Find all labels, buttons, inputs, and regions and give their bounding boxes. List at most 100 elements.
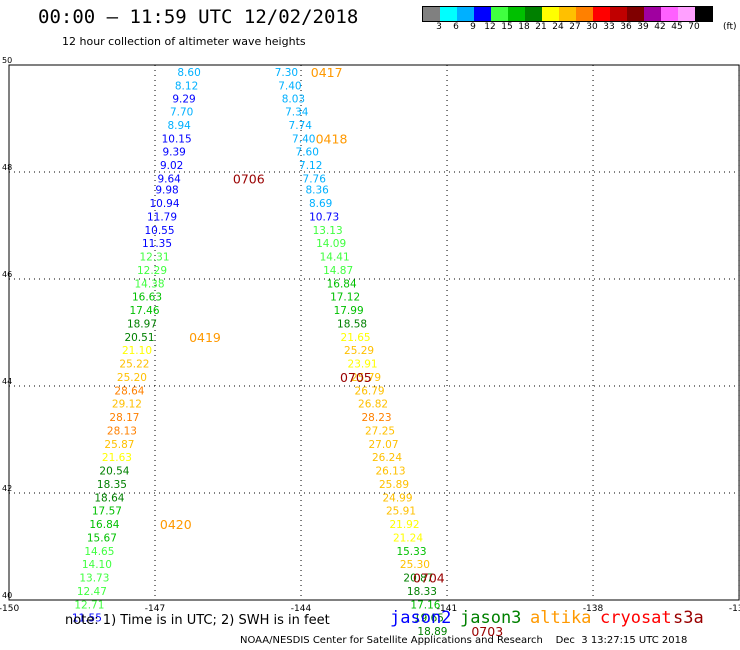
wave-height-label: 15.67 <box>87 532 117 544</box>
color-scale-tick-label: 21 <box>535 22 547 32</box>
wave-height-label: 17.16 <box>410 599 440 611</box>
color-scale-swatch <box>542 7 559 21</box>
color-scale-swatch <box>423 7 440 21</box>
color-scale-tick-label: 39 <box>637 22 649 32</box>
wave-height-label: 8.03 <box>282 94 305 106</box>
wave-height-label: 17.99 <box>334 305 364 317</box>
color-scale-tick-label: 18 <box>518 22 530 32</box>
wave-height-label: 23.91 <box>348 359 378 371</box>
wave-height-label: 18.89 <box>417 626 447 638</box>
wave-height-label: 21.24 <box>393 532 423 544</box>
wave-height-label: 18.33 <box>407 586 437 598</box>
latitude-tick-label: 46 <box>2 270 12 279</box>
longitude-tick-label: -147 <box>145 604 165 614</box>
wave-height-label: 9.39 <box>162 147 185 159</box>
wave-height-label: 11.35 <box>142 238 172 250</box>
wave-height-label: 14.87 <box>323 265 353 277</box>
color-scale-swatch <box>610 7 627 21</box>
pass-time-label: 0706 <box>233 171 265 186</box>
wave-height-label: 29.12 <box>112 399 142 411</box>
wave-height-label: 7.30 <box>275 67 298 79</box>
color-scale-swatch <box>576 7 593 21</box>
wave-height-label: 20.87 <box>403 573 433 585</box>
wave-height-label: 25.91 <box>386 506 416 518</box>
color-scale-tick-label: 36 <box>620 22 632 32</box>
color-scale-bar <box>422 6 713 22</box>
wave-height-label: 16.84 <box>327 278 357 290</box>
color-scale-tick-label: 27 <box>569 22 581 32</box>
wave-height-label: 11.79 <box>147 211 177 223</box>
color-scale-swatch <box>508 7 525 21</box>
color-scale-swatch <box>695 7 712 21</box>
color-scale-tick-label: 24 <box>552 22 564 32</box>
wave-height-label: 26.13 <box>375 466 405 478</box>
latitude-tick-label: 50 <box>2 56 12 65</box>
wave-height-label: 25.79 <box>351 372 381 384</box>
wave-height-label: 18.64 <box>94 492 124 504</box>
wave-height-label: 7.34 <box>285 107 309 119</box>
pass-time-label: 0704 <box>413 571 445 586</box>
color-scale-swatch <box>474 7 491 21</box>
pass-time-label: 0420 <box>160 517 192 532</box>
wave-height-label: 14.10 <box>82 559 112 571</box>
color-scale-unit: (ft) <box>723 22 737 32</box>
longitude-tick-label: -150 <box>0 604 19 614</box>
wave-height-label: 9.64 <box>157 173 181 185</box>
wave-height-label: 7.40 <box>292 133 315 145</box>
wave-height-label: 9.02 <box>160 160 183 172</box>
wave-height-label: 27.07 <box>368 439 398 451</box>
color-scale-tick-label: 33 <box>603 22 615 32</box>
wave-height-label: 8.60 <box>177 67 200 79</box>
wave-height-label: 10.15 <box>162 133 192 145</box>
credit-line: NOAA/NESDIS Center for Satellite Applica… <box>240 635 688 646</box>
color-scale-tick-label: 45 <box>671 22 683 32</box>
wave-height-label: 7.40 <box>278 80 301 92</box>
wave-height-label: 12.47 <box>77 586 107 598</box>
wave-height-label: 28.17 <box>109 412 139 424</box>
legend-item-jason3: jason3 <box>460 608 522 628</box>
wave-height-label: 12.29 <box>137 265 167 277</box>
wave-height-label: 27.25 <box>365 425 395 437</box>
color-scale-swatch <box>559 7 576 21</box>
wave-height-label: 19.65 <box>414 613 444 625</box>
wave-height-label: 8.36 <box>305 185 329 197</box>
wave-height-label: 12.71 <box>74 599 104 611</box>
footnote: note: 1) Time is in UTC; 2) SWH is in fe… <box>65 613 330 628</box>
wave-height-label: 17.57 <box>92 506 122 518</box>
wave-height-label: 10.55 <box>144 225 174 237</box>
wave-height-label: 21.10 <box>122 345 152 357</box>
wave-height-label: 24.99 <box>382 492 412 504</box>
wave-height-label: 28.13 <box>107 425 137 437</box>
color-scale-swatch <box>525 7 542 21</box>
wave-height-label: 17.12 <box>330 292 360 304</box>
wave-height-label: 18.58 <box>337 318 367 330</box>
longitude-tick-label: -144 <box>291 604 312 614</box>
wave-height-label: 26.82 <box>358 399 388 411</box>
color-scale-swatch <box>457 7 474 21</box>
wave-height-label: 18.97 <box>127 318 157 330</box>
wave-height-label: 7.74 <box>289 120 313 132</box>
legend-item-altika: altika <box>530 608 592 628</box>
map-subtitle: 12 hour collection of altimeter wave hei… <box>62 35 306 48</box>
wave-height-label: 8.12 <box>175 80 198 92</box>
wave-height-label: 7.70 <box>170 107 193 119</box>
color-scale-tick-label: 6 <box>453 22 459 32</box>
pass-time-label: 0705 <box>340 370 372 385</box>
color-scale-swatch <box>678 7 695 21</box>
color-scale-swatch <box>440 7 457 21</box>
legend-item-cryosat: cryosat <box>600 608 672 628</box>
wave-height-label: 28.64 <box>114 385 144 397</box>
wave-height-label: 7.76 <box>303 173 327 185</box>
wave-height-label: 14.38 <box>134 278 164 290</box>
longitude-tick-label: -138 <box>583 604 604 614</box>
wave-height-label: 10.94 <box>149 198 179 210</box>
pass-time-label: 0418 <box>316 131 348 146</box>
wave-height-label: 28.23 <box>362 412 392 424</box>
wave-height-label: 9.98 <box>155 185 178 197</box>
pass-time-label: 0419 <box>189 330 221 345</box>
wave-height-label: 8.69 <box>309 198 332 210</box>
color-scale-tick-label: 42 <box>654 22 666 32</box>
color-scale-swatch <box>593 7 610 21</box>
wave-height-label: 25.30 <box>400 559 430 571</box>
